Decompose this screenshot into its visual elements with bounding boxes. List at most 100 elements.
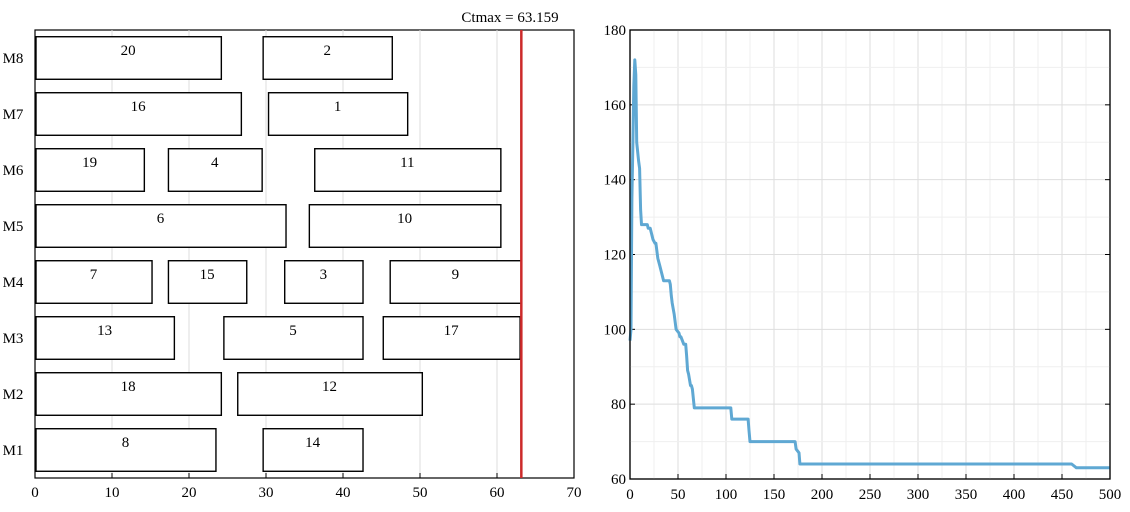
job-bar-12: 12 [237, 372, 424, 416]
machine-label-m2: M2 [3, 387, 24, 403]
job-rect [35, 428, 217, 472]
conv-x-tick-label: 500 [1099, 487, 1122, 503]
conv-plot-area [629, 29, 1111, 480]
gantt-machine-labels: M1 M2 M3 M4 M5 M6 M7 M8 [3, 51, 24, 459]
job-label: 3 [320, 267, 328, 283]
job-label: 7 [90, 267, 98, 283]
machine-label-m3: M3 [3, 331, 24, 347]
job-bar-16: 16 [35, 92, 243, 136]
gantt-chart: 8 14 18 12 13 5 17 7 15 3 9 6 10 19 4 11 16 1 20 2 M1 M2 M3 M4… [3, 10, 582, 501]
machine-label-m8: M8 [3, 51, 24, 67]
job-rect [382, 316, 521, 360]
job-bar-19: 19 [35, 148, 146, 192]
job-rect [167, 260, 248, 304]
job-label: 19 [82, 155, 97, 171]
job-rect [35, 260, 153, 304]
machine-label-m6: M6 [3, 163, 24, 179]
gantt-x-tick-label: 60 [490, 485, 505, 501]
job-label: 5 [289, 323, 297, 339]
job-label: 15 [200, 267, 215, 283]
conv-x-tick-label: 150 [763, 487, 786, 503]
machine-label-m1: M1 [3, 443, 24, 459]
job-label: 11 [400, 155, 414, 171]
conv-x-ticks: 0 50 100 150 200 250 300 350 400 450 500 [626, 474, 1121, 503]
conv-y-tick-label: 100 [604, 322, 627, 338]
job-rect [35, 92, 243, 136]
job-bar-3: 3 [284, 260, 364, 304]
gantt-x-ticks: 0 10 20 30 40 50 60 70 [31, 473, 582, 501]
machine-label-m7: M7 [3, 107, 24, 123]
job-rect [314, 148, 502, 192]
gantt-x-tick-label: 10 [105, 485, 120, 501]
job-bar-9: 9 [389, 260, 523, 304]
conv-x-tick-label: 200 [811, 487, 834, 503]
machine-label-m4: M4 [3, 275, 24, 291]
job-rect [284, 260, 364, 304]
conv-grid [630, 30, 1110, 479]
conv-y-tick-label: 80 [611, 397, 626, 413]
job-bar-13: 13 [35, 316, 176, 360]
conv-x-tick-label: 250 [859, 487, 882, 503]
conv-x-tick-label: 400 [1003, 487, 1026, 503]
gantt-x-tick-label: 0 [31, 485, 39, 501]
conv-y-tick-label: 180 [604, 23, 627, 39]
job-label: 18 [121, 379, 136, 395]
job-bar-15: 15 [167, 260, 248, 304]
job-rect [237, 372, 424, 416]
job-rect [35, 148, 146, 192]
job-rect [35, 372, 223, 416]
gantt-x-tick-label: 40 [336, 485, 351, 501]
conv-y-tick-label: 140 [604, 173, 627, 189]
conv-y-tick-label: 120 [604, 248, 627, 264]
job-bar-18: 18 [35, 372, 223, 416]
job-bar-7: 7 [35, 260, 153, 304]
gantt-x-tick-label: 30 [259, 485, 274, 501]
job-label: 2 [323, 43, 331, 59]
job-label: 12 [322, 379, 337, 395]
job-bar-11: 11 [314, 148, 502, 192]
job-label: 17 [444, 323, 460, 339]
conv-y-tick-label: 60 [611, 472, 626, 488]
job-bar-1: 1 [267, 92, 409, 136]
job-label: 4 [211, 155, 219, 171]
job-bar-20: 20 [35, 36, 223, 80]
convergence-line [628, 58, 1110, 470]
job-rect [389, 260, 523, 304]
job-rect [262, 36, 393, 80]
conv-x-tick-label: 100 [715, 487, 738, 503]
job-rect [223, 316, 364, 360]
job-rect [267, 92, 409, 136]
job-label: 1 [334, 99, 342, 115]
conv-y-tick-label: 160 [604, 98, 627, 114]
job-bar-6: 6 [35, 204, 287, 248]
job-bar-2: 2 [262, 36, 393, 80]
conv-x-tick-label: 450 [1051, 487, 1074, 503]
conv-x-tick-label: 0 [626, 487, 634, 503]
job-rect [35, 316, 176, 360]
job-label: 20 [121, 43, 136, 59]
gantt-x-tick-label: 50 [413, 485, 428, 501]
job-label: 10 [397, 211, 412, 227]
job-rect [35, 204, 287, 248]
makespan-annotation: Ctmax = 63.159 [461, 10, 558, 26]
job-bar-4: 4 [167, 148, 263, 192]
job-rect [262, 428, 364, 472]
job-bar-8: 8 [35, 428, 217, 472]
job-bar-10: 10 [308, 204, 502, 248]
job-label: 6 [157, 211, 165, 227]
job-label: 16 [131, 99, 147, 115]
gantt-x-tick-label: 70 [567, 485, 582, 501]
job-label: 9 [452, 267, 460, 283]
conv-x-tick-label: 350 [955, 487, 978, 503]
job-rect [35, 36, 223, 80]
job-label: 13 [97, 323, 112, 339]
job-bar-17: 17 [382, 316, 521, 360]
gantt-bars: 8 14 18 12 13 5 17 7 15 3 9 6 10 19 4 11 16 1 20 2 [35, 36, 523, 472]
job-rect [167, 148, 263, 192]
conv-x-tick-label: 300 [907, 487, 930, 503]
job-rect [308, 204, 502, 248]
machine-label-m5: M5 [3, 219, 24, 235]
gantt-x-tick-label: 20 [182, 485, 197, 501]
job-label: 14 [305, 435, 321, 451]
job-label: 8 [122, 435, 130, 451]
